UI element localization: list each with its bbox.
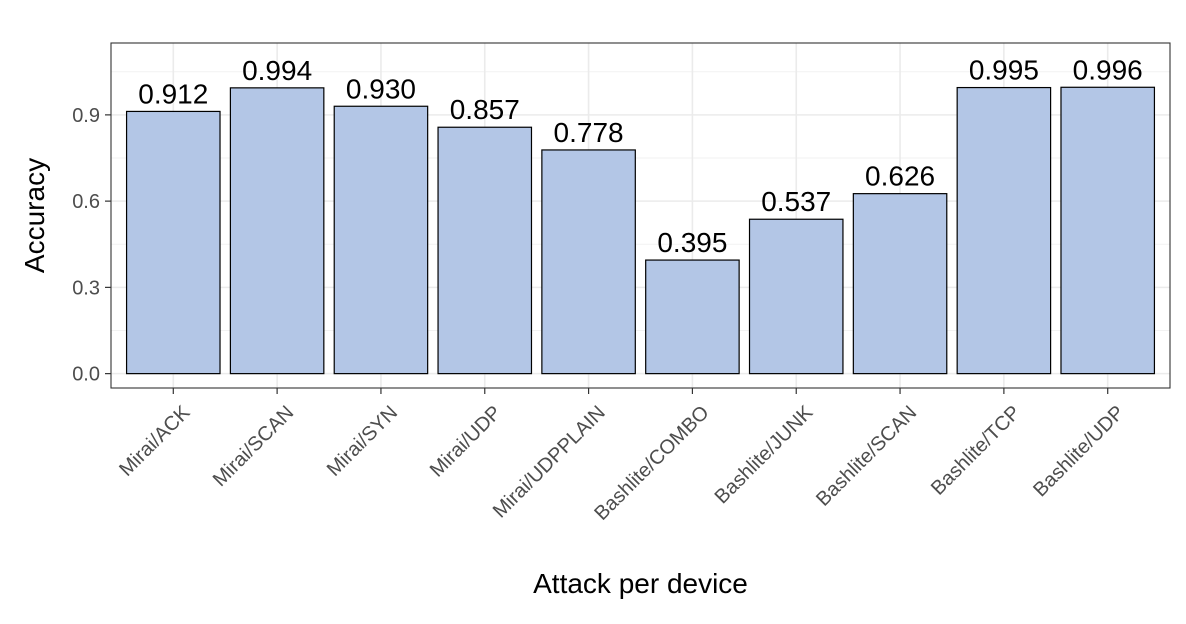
value-label: 0.395: [657, 227, 727, 258]
bar-mirai-udpplain: [541, 149, 636, 375]
y-axis-title: Accuracy: [19, 158, 50, 273]
value-label: 0.912: [138, 78, 208, 109]
y-tick-label: 0.6: [72, 191, 100, 213]
x-tick-label: Bashlite/COMBO: [590, 402, 713, 525]
bar-bashlite-scan: [852, 193, 948, 375]
bar-mirai-scan: [229, 87, 325, 375]
bar-bashlite-combo: [645, 259, 740, 375]
value-labels: 0.912 0.994 0.930 0.857 0.778 0.395 0.537 0.626…: [138, 54, 1142, 258]
bar-mirai-syn: [333, 105, 429, 375]
x-axis-title: Attack per device: [533, 568, 748, 599]
y-tick-label: 0.9: [72, 105, 100, 127]
x-tick-label: Bashlite/JUNK: [711, 401, 818, 508]
bar-mirai-ack: [125, 110, 221, 375]
value-label: 0.930: [346, 73, 416, 104]
value-label: 0.996: [1073, 54, 1143, 85]
value-label: 0.995: [969, 55, 1039, 86]
value-label: 0.537: [761, 186, 831, 217]
x-tick-label: Mirai/SCAN: [209, 402, 298, 491]
x-tick-label: Bashlite/UDP: [1029, 402, 1129, 502]
bars: [125, 86, 1156, 375]
x-tick-label: Mirai/SYN: [323, 402, 402, 481]
value-label: 0.994: [242, 55, 312, 86]
value-label: 0.626: [865, 161, 935, 192]
bar-bashlite-tcp: [956, 86, 1052, 375]
value-label: 0.857: [450, 94, 520, 125]
bar-bashlite-junk: [748, 218, 844, 375]
x-axis: Mirai/ACK Mirai/SCAN Mirai/SYN Mirai/UDPMir…: [115, 388, 1129, 525]
plot-panel-border: [110, 42, 1171, 389]
x-tick-label: Mirai/UDPPLAIN: [489, 402, 610, 523]
y-tick-label: 0.0: [72, 364, 100, 386]
x-tick-label: Mirai/ACK: [115, 401, 195, 481]
x-tick-label: Bashlite/SCAN: [812, 402, 921, 511]
y-tick-label: 0.3: [72, 277, 100, 299]
bar-bashlite-udp: [1060, 86, 1156, 375]
bar-mirai-udp: [437, 126, 533, 375]
x-tick-label: Mirai/UDP: [426, 402, 506, 482]
y-axis: 0.0 0.3 0.6 0.9: [72, 105, 111, 386]
value-label: 0.778: [554, 117, 624, 148]
x-tick-label: Bashlite/TCP: [927, 402, 1025, 500]
